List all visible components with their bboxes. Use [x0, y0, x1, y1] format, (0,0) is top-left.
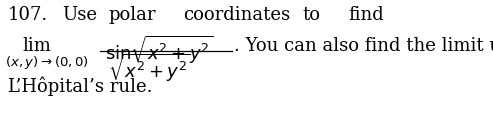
Text: coordinates: coordinates — [183, 6, 290, 24]
Text: $(x, y) \to (0, 0)$: $(x, y) \to (0, 0)$ — [5, 54, 89, 71]
Text: polar: polar — [108, 6, 155, 24]
Text: $\sqrt{x^2+y^2}$: $\sqrt{x^2+y^2}$ — [108, 52, 191, 84]
Text: . You can also find the limit using: . You can also find the limit using — [234, 37, 493, 55]
Text: L’Hôpital’s rule.: L’Hôpital’s rule. — [8, 76, 152, 95]
Text: $\mathrm{sin}\sqrt{x^2+y^2}$: $\mathrm{sin}\sqrt{x^2+y^2}$ — [105, 34, 214, 66]
Text: 107.: 107. — [8, 6, 48, 24]
Text: lim: lim — [22, 37, 51, 55]
Text: Use: Use — [62, 6, 97, 24]
Text: find: find — [348, 6, 384, 24]
Text: to: to — [302, 6, 320, 24]
